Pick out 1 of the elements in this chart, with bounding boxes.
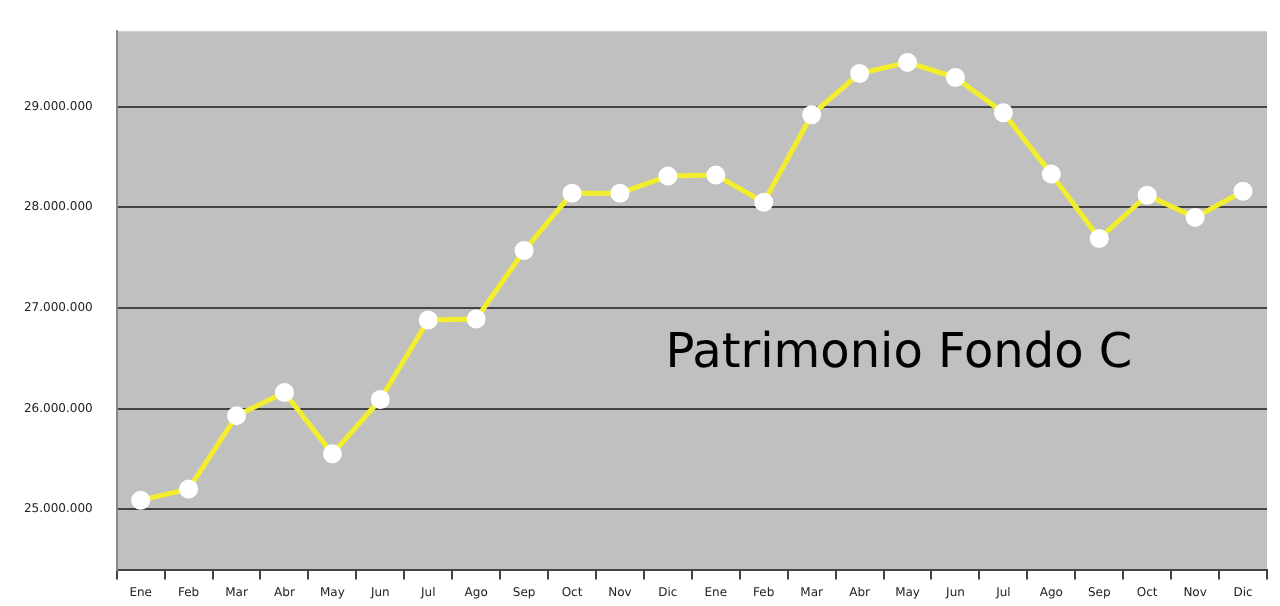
- text: Patrimonio Fondo C: [665, 322, 1133, 379]
